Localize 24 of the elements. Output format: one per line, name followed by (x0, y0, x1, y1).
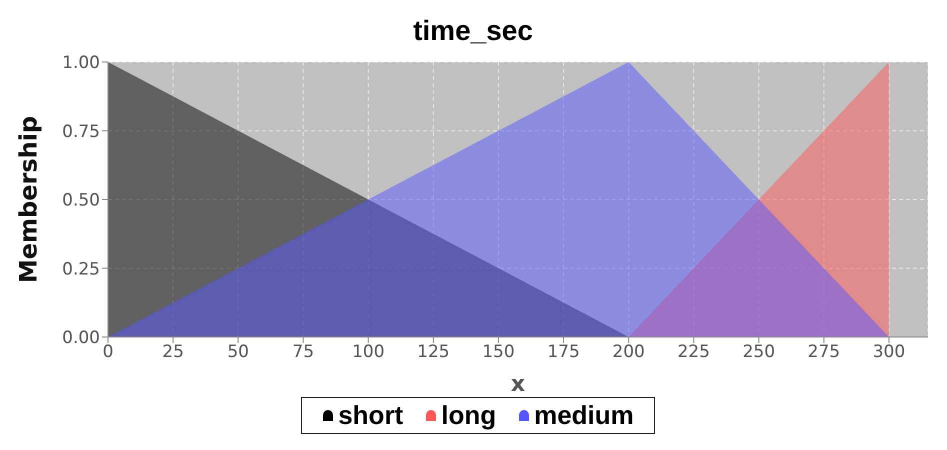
x-tick-label: 25 (162, 342, 184, 362)
legend-label: medium (533, 400, 634, 431)
chart-title: time_sec (412, 14, 534, 48)
x-tick-label: 250 (742, 342, 776, 362)
y-tick-label: 0.25 (62, 259, 100, 280)
x-tick-label: 175 (547, 342, 580, 362)
y-tick-label: 0.50 (62, 190, 100, 211)
x-tick-label: 100 (352, 342, 385, 362)
x-tick-label: 200 (612, 342, 645, 362)
x-tick-label: 75 (292, 342, 314, 362)
x-tick-label: 0 (102, 342, 114, 362)
x-tick-label: 275 (808, 342, 840, 362)
x-axis-title: x (510, 372, 526, 397)
x-tick-label: 300 (872, 342, 906, 362)
y-tick-label: 0.75 (62, 122, 100, 142)
y-tick-label: 0.00 (62, 328, 100, 348)
x-tick-label: 150 (482, 342, 515, 362)
legend-label: long (440, 400, 496, 431)
legend-label: short (337, 400, 404, 431)
x-tick-label: 125 (417, 342, 450, 362)
y-axis-title: Membership (14, 116, 43, 284)
x-tick-label: 50 (227, 342, 249, 362)
x-tick-label: 225 (677, 342, 710, 362)
y-tick-label: 1.00 (62, 53, 100, 74)
